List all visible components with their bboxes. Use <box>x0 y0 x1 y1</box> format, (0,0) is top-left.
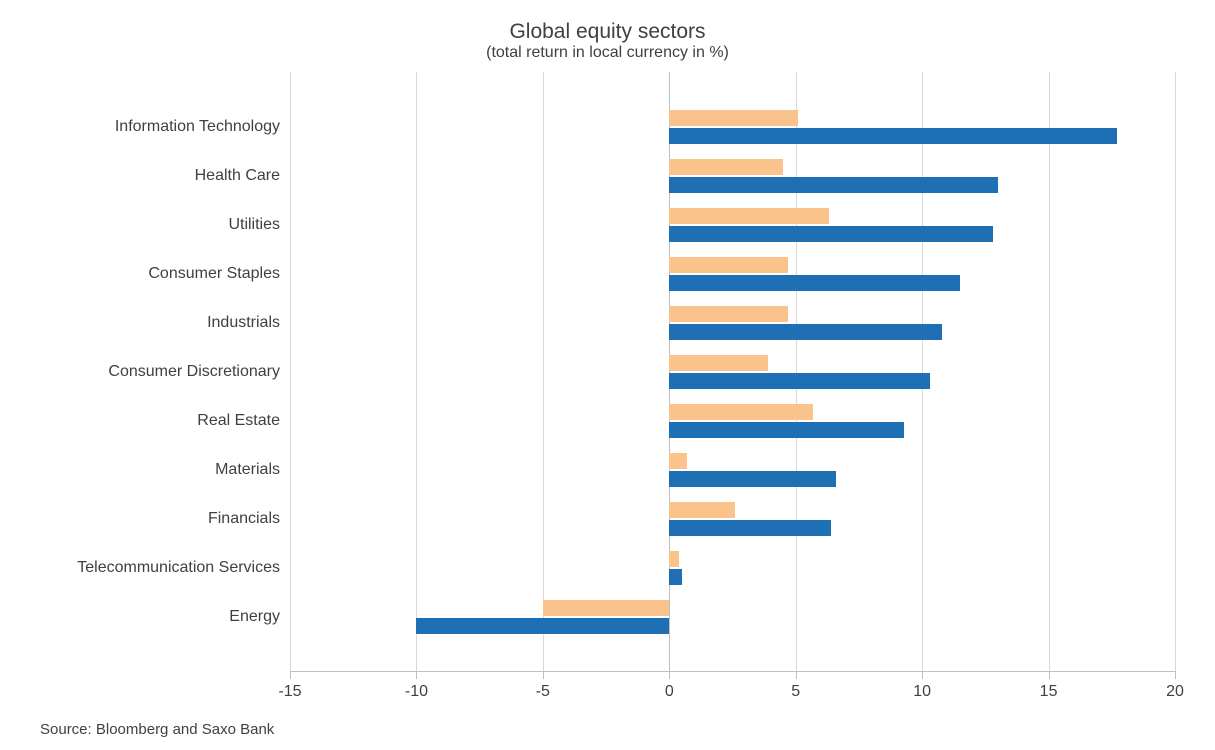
chart-area: Information Technology Health Care Utiliti… <box>40 72 1175 672</box>
bar-series-a <box>669 502 735 518</box>
category-label: Energy <box>229 608 280 626</box>
bar-series-b <box>669 422 904 438</box>
x-axis-label: -10 <box>405 683 428 701</box>
category-label: Real Estate <box>197 412 280 430</box>
bar-series-b <box>669 471 836 487</box>
gridline <box>1049 72 1050 671</box>
bar-series-a <box>543 600 669 616</box>
category-label: Financials <box>208 510 280 528</box>
category-label: Consumer Staples <box>148 265 280 283</box>
bar-series-a <box>669 208 828 224</box>
x-tick <box>543 671 544 679</box>
bar-series-b <box>669 275 960 291</box>
bar-series-b <box>669 569 682 585</box>
bar-series-a <box>669 159 783 175</box>
bar-series-b <box>669 520 831 536</box>
x-axis-label: 5 <box>791 683 800 701</box>
gridline <box>796 72 797 671</box>
bar-series-b <box>416 618 669 634</box>
x-axis-label: 0 <box>665 683 674 701</box>
title-block: Global equity sectors (total return in l… <box>40 20 1175 62</box>
gridline <box>290 72 291 671</box>
y-axis-labels: Information Technology Health Care Utiliti… <box>40 72 290 672</box>
x-tick <box>669 671 670 679</box>
gridline <box>1175 72 1176 671</box>
category-label: Health Care <box>195 167 280 185</box>
category-label: Information Technology <box>115 118 280 136</box>
x-tick <box>416 671 417 679</box>
plot-area: -15-10-505101520 <box>290 72 1175 672</box>
bar-series-a <box>669 551 679 567</box>
bar-series-b <box>669 177 998 193</box>
category-label: Utilities <box>228 216 280 234</box>
chart-title: Global equity sectors <box>40 20 1175 44</box>
x-axis-label: 20 <box>1166 683 1184 701</box>
category-label: Materials <box>215 461 280 479</box>
x-tick <box>796 671 797 679</box>
category-label: Telecommunication Services <box>77 559 280 577</box>
bar-series-b <box>669 324 942 340</box>
bar-series-a <box>669 355 768 371</box>
source-text: Source: Bloomberg and Saxo Bank <box>40 721 274 738</box>
x-tick <box>1049 671 1050 679</box>
x-tick <box>290 671 291 679</box>
x-axis-label: 15 <box>1040 683 1058 701</box>
x-tick <box>922 671 923 679</box>
category-label: Industrials <box>207 314 280 332</box>
bar-series-b <box>669 226 993 242</box>
bar-series-b <box>669 128 1117 144</box>
chart-subtitle: (total return in local currency in %) <box>40 44 1175 62</box>
x-axis-label: 10 <box>913 683 931 701</box>
x-axis-label: -15 <box>278 683 301 701</box>
x-tick <box>1175 671 1176 679</box>
bar-series-a <box>669 453 687 469</box>
bar-series-a <box>669 110 798 126</box>
bar-series-a <box>669 306 788 322</box>
bar-series-b <box>669 373 929 389</box>
gridline <box>922 72 923 671</box>
x-axis-label: -5 <box>536 683 550 701</box>
gridline <box>416 72 417 671</box>
gridline <box>543 72 544 671</box>
bar-series-a <box>669 404 813 420</box>
category-label: Consumer Discretionary <box>108 363 280 381</box>
bar-series-a <box>669 257 788 273</box>
